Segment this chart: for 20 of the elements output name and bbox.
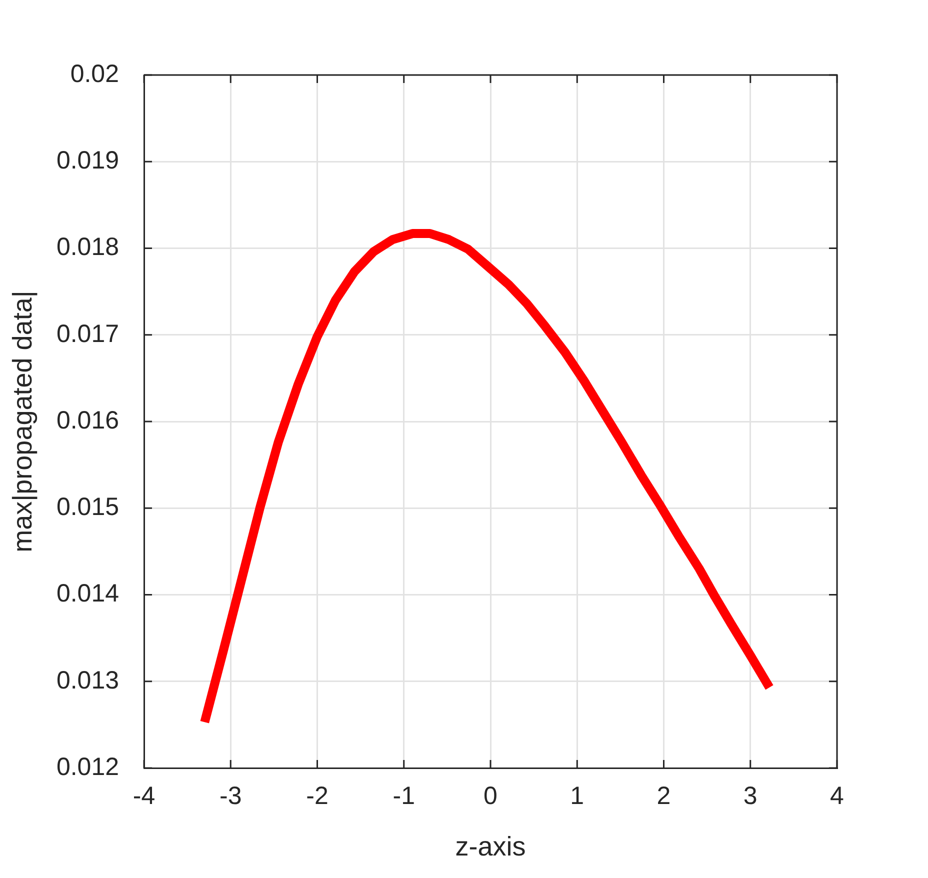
x-tick-label: 0 <box>484 782 498 810</box>
y-tick-label: 0.018 <box>56 233 119 262</box>
y-tick-label: 0.016 <box>56 406 119 434</box>
y-tick-label: 0.019 <box>56 146 119 175</box>
y-tick-label: 0.017 <box>56 320 119 348</box>
y-tick-label: 0.013 <box>56 666 119 694</box>
y-tick-label: 0.02 <box>70 60 119 88</box>
x-tick-label: -3 <box>220 782 242 810</box>
x-tick-label: -1 <box>392 782 415 810</box>
x-tick-label: 3 <box>743 782 758 810</box>
x-tick-label: -2 <box>306 782 328 810</box>
y-tick-label: 0.012 <box>56 752 119 781</box>
y-axis-title: max|propagated data| <box>8 290 38 552</box>
x-tick-label: 2 <box>656 782 671 810</box>
x-axis-title: z-axis <box>455 831 526 862</box>
x-tick-label: 1 <box>570 782 584 810</box>
y-tick-label: 0.015 <box>56 493 119 522</box>
x-tick-label: 4 <box>830 782 844 810</box>
x-tick-label: -4 <box>132 782 156 810</box>
y-tick-label: 0.014 <box>56 580 120 608</box>
